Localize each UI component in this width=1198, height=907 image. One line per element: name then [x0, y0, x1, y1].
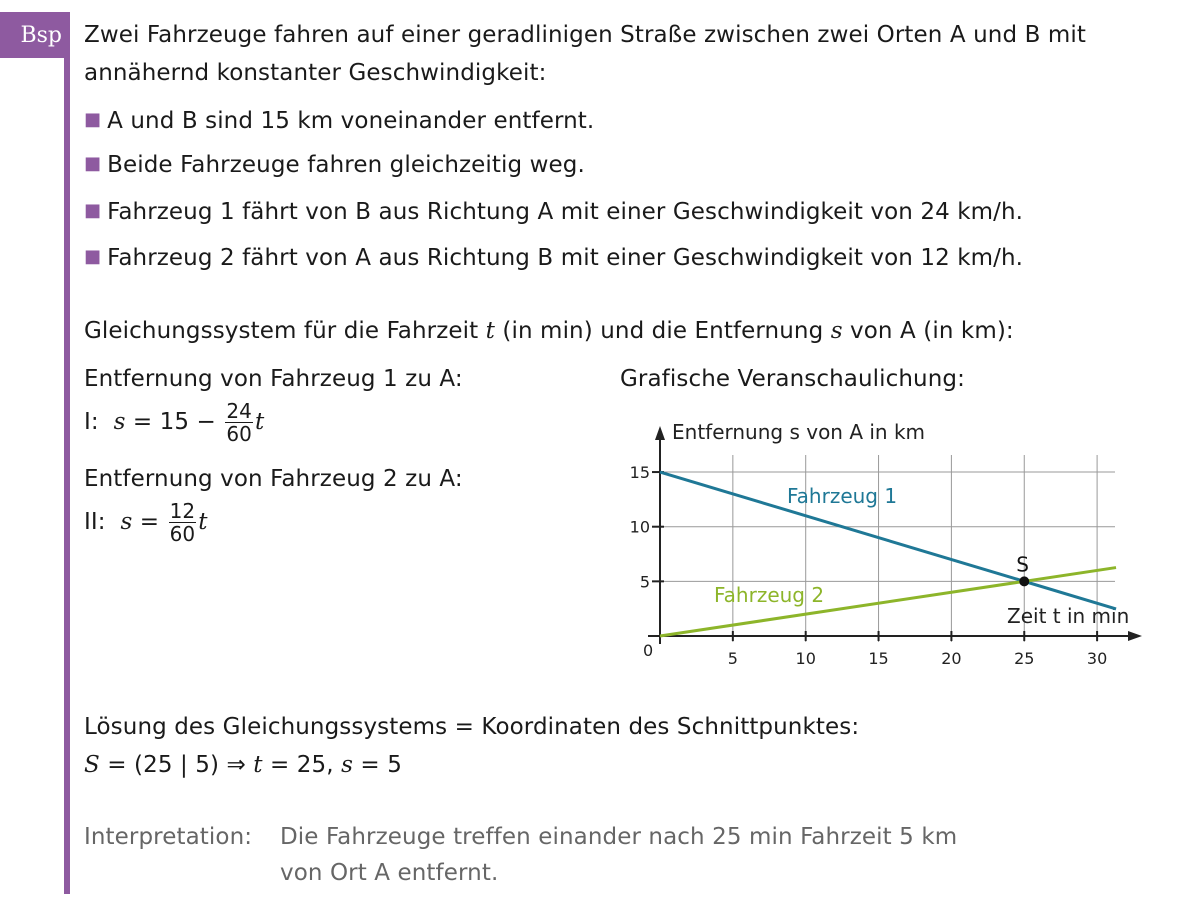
- example-badge: Bsp: [0, 12, 70, 58]
- series-label-1: Fahrzeug 1: [787, 484, 897, 508]
- y-axis-label: Entfernung s von A in km: [672, 420, 925, 444]
- series-line-2: [659, 566, 1117, 638]
- origin-label: 0: [643, 641, 653, 660]
- interpretation-text-1: Die Fahrzeuge treffen einander nach 25 m…: [280, 824, 958, 850]
- x-axis-arrow-icon: [1128, 631, 1142, 641]
- series-line-1: [659, 470, 1117, 611]
- bullet-item: ■ Fahrzeug 1 fährt von B aus Richtung A m…: [84, 199, 1024, 225]
- bullet-icon: ■: [84, 153, 102, 174]
- x-tick-label: 25: [1014, 649, 1034, 668]
- intro-text: Zwei Fahrzeuge fahren auf einer geradlin…: [84, 22, 1086, 48]
- y-tick-label: 10: [630, 518, 650, 537]
- intersection-point: [1019, 576, 1030, 587]
- bullet-item: ■ Beide Fahrzeuge fahren gleichzeitig weg…: [84, 152, 585, 178]
- bullet-item: ■ A und B sind 15 km voneinander entfernt…: [84, 108, 595, 134]
- intersection-label: S: [1016, 552, 1029, 576]
- x-tick-label: 5: [728, 649, 738, 668]
- eq1-label: Entfernung von Fahrzeug 1 zu A:: [84, 366, 463, 392]
- bullet-icon: ■: [84, 200, 102, 221]
- equation-1: I: s = 15 − 24 60 t: [84, 399, 265, 446]
- x-tick-label: 30: [1087, 649, 1107, 668]
- solution-line-1: Lösung des Gleichungssystems = Koordinat…: [84, 714, 860, 740]
- accent-bar: [64, 58, 70, 894]
- eq2-label: Entfernung von Fahrzeug 2 zu A:: [84, 466, 463, 492]
- equation-2: II: s = 12 60 t: [84, 499, 208, 546]
- bullet-icon: ■: [84, 109, 102, 130]
- intro-text-2: annähernd konstanter Geschwindigkeit:: [84, 60, 547, 86]
- series-label-2: Fahrzeug 2: [714, 583, 824, 607]
- solution-line-2: S = (25 | 5) ⇒ t = 25, s = 5: [84, 752, 402, 778]
- interpretation-text-2: von Ort A entfernt.: [280, 860, 499, 886]
- graph-title: Grafische Veranschaulichung:: [620, 366, 965, 392]
- bullet-item: ■ Fahrzeug 2 fährt von A aus Richtung B m…: [84, 245, 1024, 271]
- x-tick-label: 10: [796, 649, 816, 668]
- y-tick-label: 15: [630, 463, 650, 482]
- system-intro: Gleichungssystem für die Fahrzeit t (in …: [84, 318, 1014, 344]
- x-tick-label: 15: [868, 649, 888, 668]
- y-axis-arrow-icon: [655, 426, 665, 440]
- y-tick-label: 5: [640, 572, 650, 591]
- x-tick-label: 20: [941, 649, 961, 668]
- bullet-icon: ■: [84, 246, 102, 267]
- interpretation-label: Interpretation:: [84, 824, 253, 850]
